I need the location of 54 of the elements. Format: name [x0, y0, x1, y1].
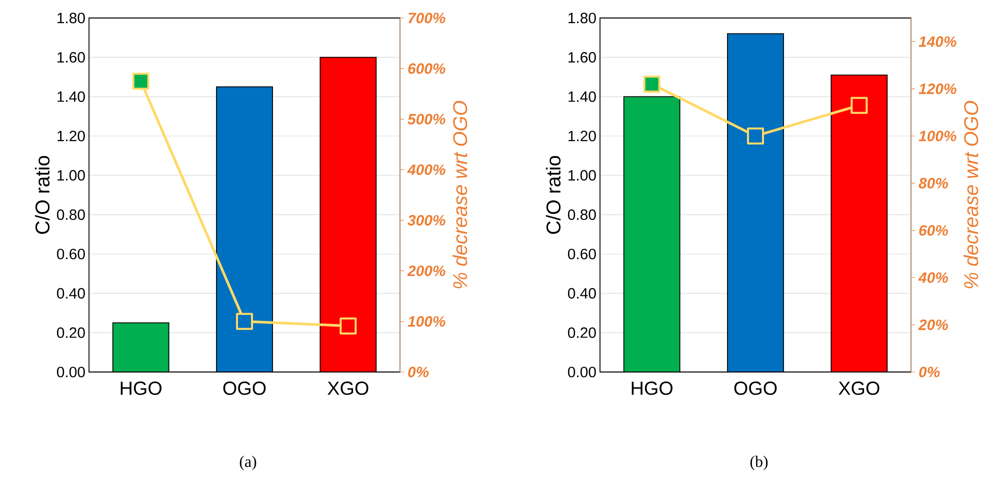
y-tick-label: 1.80 — [568, 12, 596, 24]
y2-tick-label: 100% — [408, 316, 446, 327]
y2-tick-label: 300% — [408, 214, 446, 226]
y-axis-title: C/O ratio — [546, 156, 561, 234]
point — [747, 127, 764, 144]
y2-tick-label: 700% — [408, 12, 446, 24]
y2-tick-label: 100% — [918, 130, 956, 142]
y-tick-label: 0.60 — [56, 248, 85, 260]
x-tick-label: OGO — [223, 382, 266, 395]
y2-axis-title: % decrease wrt OGO — [964, 100, 978, 288]
y2-tick-label: 400% — [407, 164, 446, 175]
x-tick-label: HGO — [632, 382, 672, 395]
y-tick-label: 0.60 — [568, 248, 596, 260]
y2-tick-label: 80% — [918, 178, 948, 188]
y2-tick-label: 140% — [918, 36, 956, 47]
y-tick-label: 0.20 — [56, 327, 85, 338]
y-tick-label: 1.00 — [58, 170, 85, 181]
y2-tick-label: 20% — [918, 320, 948, 330]
y-tick-label: 1.20 — [58, 130, 85, 142]
point — [132, 72, 150, 90]
y2-tick-label: 0% — [408, 366, 429, 378]
x-tick-label: XGO — [838, 382, 880, 395]
text: (a) — [240, 456, 256, 470]
y-tick-label: 1.00 — [568, 170, 596, 181]
y-tick-label: 0.40 — [56, 288, 85, 299]
y2-tick-label: 120% — [918, 84, 956, 94]
text: (b) — [750, 456, 768, 470]
y2-tick-label: 500% — [408, 114, 446, 124]
y2-axis-title: % decrease wrt OGO — [452, 100, 468, 288]
point — [236, 312, 253, 330]
y-tick-label: 1.80 — [58, 12, 85, 24]
y-tick-label: 0.80 — [568, 209, 596, 220]
y-axis-title: C/O ratio — [34, 156, 50, 234]
y-tick-label: 1.40 — [58, 91, 85, 102]
y-tick-label: 0.00 — [56, 366, 85, 378]
y-tick-label: 0.00 — [568, 366, 596, 378]
y-tick-label: 0.20 — [568, 327, 596, 338]
y2-tick-label: 0% — [919, 366, 940, 378]
point — [850, 96, 868, 114]
y2-tick-label: 60% — [919, 225, 948, 236]
y-tick-label: 0.40 — [568, 288, 596, 299]
y2-tick-label: 200% — [407, 266, 446, 276]
y-tick-label: 1.20 — [568, 130, 596, 142]
x-tick-label: HGO — [120, 382, 162, 395]
y-tick-label: 1.60 — [58, 52, 85, 63]
y2-tick-label: 600% — [408, 63, 446, 74]
y-tick-label: 0.80 — [56, 209, 85, 220]
point — [643, 76, 660, 93]
y-tick-label: 1.40 — [568, 91, 596, 102]
y2-tick-label: 40% — [918, 272, 948, 283]
point — [340, 317, 357, 334]
x-tick-label: XGO — [328, 382, 368, 395]
x-tick-label: OGO — [734, 382, 777, 395]
y-tick-label: 1.60 — [568, 52, 596, 63]
